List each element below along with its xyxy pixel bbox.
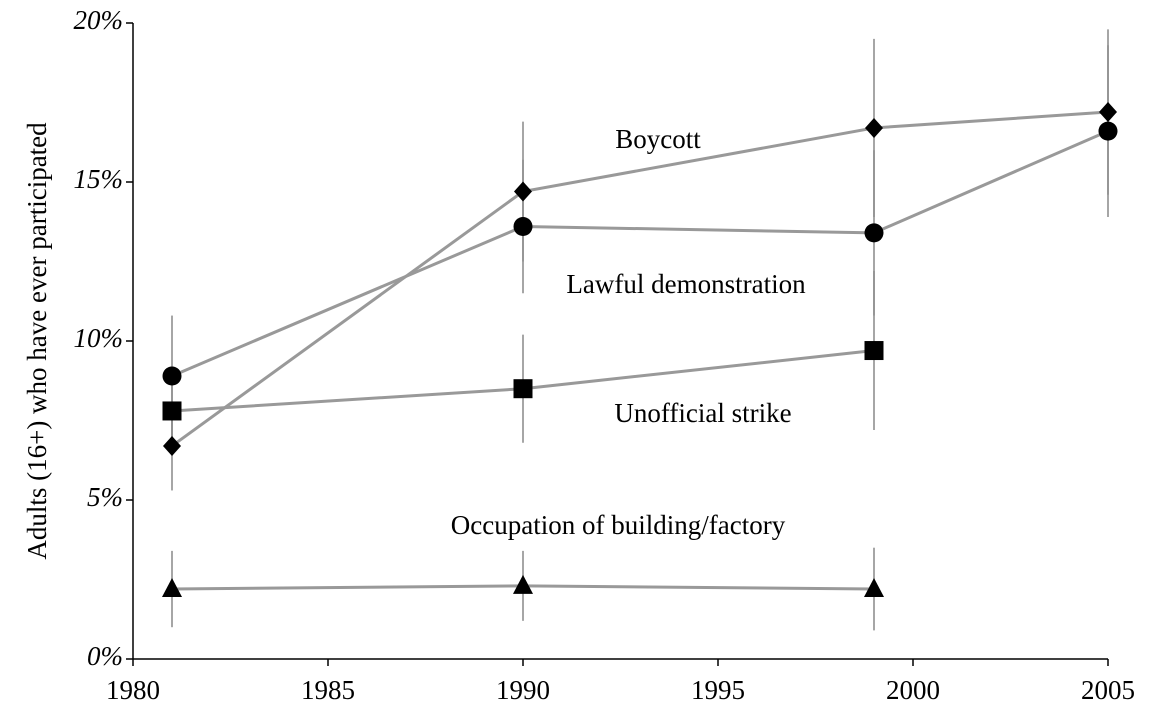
y-tick-label: 10% <box>74 323 124 353</box>
marker <box>513 379 533 399</box>
marker <box>1099 102 1117 123</box>
y-tick-label: 20% <box>74 5 124 35</box>
x-tick-label: 1990 <box>496 675 550 705</box>
x-tick-label: 2000 <box>886 675 940 705</box>
marker <box>162 366 182 386</box>
series-label: Unofficial strike <box>614 398 791 428</box>
marker <box>513 217 533 237</box>
series-label: Lawful demonstration <box>566 269 806 299</box>
marker <box>864 341 884 361</box>
series-line <box>171 129 1109 378</box>
x-tick-label: 1985 <box>301 675 355 705</box>
y-tick-label: 15% <box>74 164 124 194</box>
marker <box>514 181 532 202</box>
x-tick-label: 1995 <box>691 675 745 705</box>
marker <box>865 117 883 138</box>
marker <box>513 574 533 594</box>
marker <box>1098 121 1118 141</box>
series-label: Occupation of building/factory <box>451 510 786 540</box>
x-tick-label: 1980 <box>106 675 160 705</box>
marker <box>864 578 884 598</box>
y-tick-label: 5% <box>87 482 123 512</box>
marker <box>864 223 884 243</box>
marker <box>162 401 182 421</box>
marker <box>163 435 181 456</box>
y-tick-label: 0% <box>87 641 123 671</box>
marker <box>162 578 182 598</box>
series-line <box>171 110 1109 448</box>
y-axis-label: Adults (16+) who have ever participated <box>22 122 52 560</box>
series-label: Boycott <box>615 124 701 154</box>
x-tick-label: 2005 <box>1081 675 1135 705</box>
